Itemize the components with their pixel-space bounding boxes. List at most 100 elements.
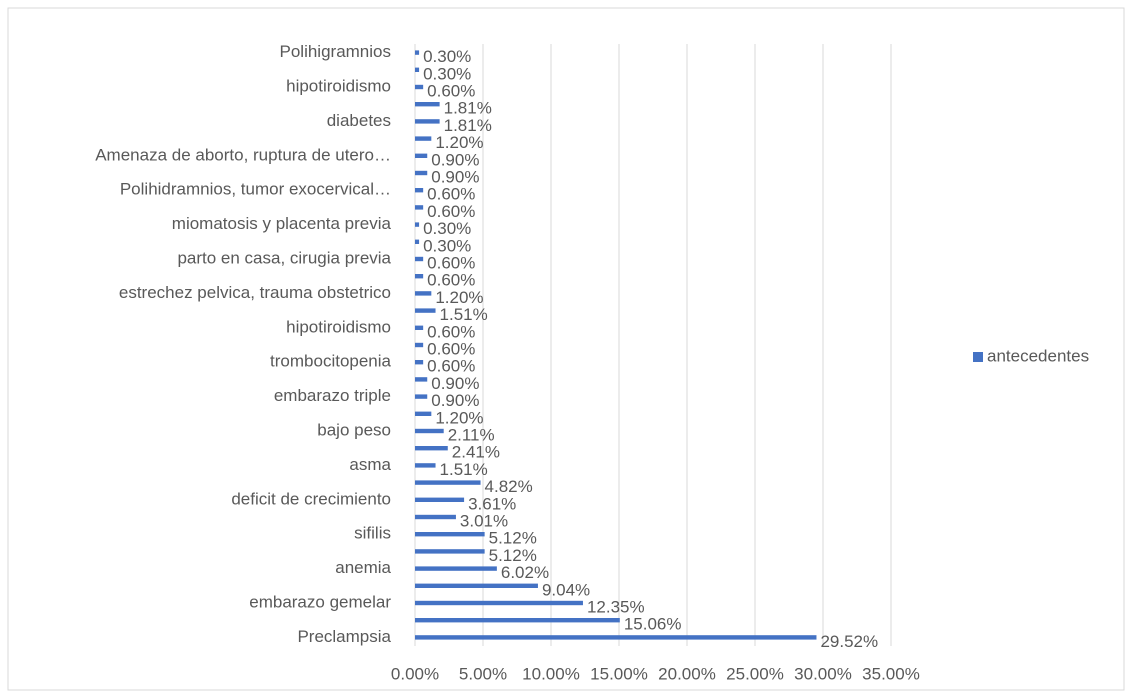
bar bbox=[415, 170, 428, 176]
bar bbox=[415, 50, 420, 55]
y-tick-label: bajo peso bbox=[317, 420, 391, 439]
y-tick-label: hipotiroidismo bbox=[286, 76, 391, 95]
x-tick-label: 35.00% bbox=[862, 664, 920, 683]
bar bbox=[415, 67, 420, 72]
bar bbox=[415, 446, 448, 451]
bar bbox=[415, 428, 444, 434]
value-label: 0.90% bbox=[431, 391, 479, 410]
bar bbox=[415, 274, 424, 279]
value-label: 1.20% bbox=[435, 133, 483, 152]
y-tick-label: Amenaza de aborto, ruptura de utero… bbox=[95, 145, 391, 164]
y-tick-label: asma bbox=[349, 455, 391, 474]
y-tick-label: Polihidramnios, tumor exocervical… bbox=[120, 180, 391, 199]
y-tick-label: hipotiroidismo bbox=[286, 317, 391, 336]
bar bbox=[415, 497, 465, 502]
value-label: 15.06% bbox=[624, 615, 682, 634]
value-label: 0.60% bbox=[427, 322, 475, 341]
y-tick-label: deficit de crecimiento bbox=[231, 489, 391, 508]
bar bbox=[415, 377, 428, 382]
x-tick-label: 5.00% bbox=[459, 664, 507, 683]
value-label: 1.20% bbox=[435, 408, 483, 427]
bar bbox=[415, 360, 424, 365]
y-tick-label: Polihigramnios bbox=[280, 42, 392, 61]
value-label: 0.60% bbox=[427, 253, 475, 272]
value-label: 1.51% bbox=[440, 460, 488, 479]
bar bbox=[415, 566, 497, 571]
bar bbox=[415, 532, 485, 537]
bar bbox=[415, 136, 432, 141]
value-label: 4.82% bbox=[485, 477, 533, 496]
bar bbox=[415, 205, 424, 210]
bar bbox=[415, 583, 538, 588]
value-label: 1.81% bbox=[444, 116, 492, 135]
value-label: 2.41% bbox=[452, 443, 500, 462]
bar bbox=[415, 394, 428, 399]
value-label: 0.90% bbox=[431, 374, 479, 393]
bar bbox=[415, 514, 456, 520]
x-tick-label: 20.00% bbox=[658, 664, 716, 683]
value-label: 1.20% bbox=[435, 288, 483, 307]
y-tick-label: embarazo gemelar bbox=[249, 592, 391, 611]
value-label: 0.60% bbox=[427, 271, 475, 290]
y-tick-label: Preclampsia bbox=[297, 627, 391, 646]
y-tick-label: embarazo triple bbox=[274, 386, 391, 405]
y-tick-label: estrechez pelvica, trauma obstetrico bbox=[119, 283, 391, 302]
x-tick-label: 10.00% bbox=[522, 664, 580, 683]
legend-swatch bbox=[973, 352, 983, 362]
value-label: 0.60% bbox=[427, 339, 475, 358]
bar bbox=[415, 308, 436, 313]
x-tick-label: 0.00% bbox=[391, 664, 439, 683]
value-label: 3.01% bbox=[460, 511, 508, 530]
value-label: 0.60% bbox=[427, 202, 475, 221]
y-tick-label: sifilis bbox=[354, 524, 391, 543]
value-label: 5.12% bbox=[489, 529, 537, 548]
chart-border bbox=[7, 7, 1125, 691]
value-label: 29.52% bbox=[820, 632, 878, 651]
value-label: 3.61% bbox=[468, 494, 516, 513]
y-tick-label: trombocitopenia bbox=[270, 352, 392, 371]
bar bbox=[415, 342, 424, 348]
value-label: 0.60% bbox=[427, 357, 475, 376]
x-tick-label: 30.00% bbox=[794, 664, 852, 683]
bar bbox=[415, 325, 424, 330]
bar bbox=[415, 291, 432, 296]
value-label: 0.60% bbox=[427, 81, 475, 100]
legend-label: antecedentes bbox=[987, 346, 1089, 365]
value-label: 0.30% bbox=[423, 236, 471, 255]
value-label: 0.30% bbox=[423, 219, 471, 238]
value-label: 1.81% bbox=[444, 99, 492, 118]
value-label: 12.35% bbox=[587, 597, 645, 616]
value-label: 5.12% bbox=[489, 546, 537, 565]
bar bbox=[415, 256, 424, 262]
bar bbox=[415, 635, 817, 640]
bar bbox=[415, 239, 420, 244]
bar bbox=[415, 463, 436, 468]
value-label: 6.02% bbox=[501, 563, 549, 582]
bar bbox=[415, 480, 481, 485]
bar bbox=[415, 618, 620, 623]
value-label: 0.30% bbox=[423, 64, 471, 83]
y-tick-label: parto en casa, cirugia previa bbox=[177, 248, 391, 267]
bar bbox=[415, 188, 424, 193]
y-tick-label: anemia bbox=[335, 558, 391, 577]
value-label: 9.04% bbox=[542, 580, 590, 599]
bar bbox=[415, 549, 485, 554]
bar bbox=[415, 119, 440, 124]
value-label: 0.90% bbox=[431, 150, 479, 169]
bar bbox=[415, 222, 420, 227]
x-tick-label: 15.00% bbox=[590, 664, 648, 683]
value-label: 1.51% bbox=[440, 305, 488, 324]
bar bbox=[415, 411, 432, 416]
value-label: 0.90% bbox=[431, 167, 479, 186]
bar bbox=[415, 102, 440, 107]
value-label: 0.30% bbox=[423, 47, 471, 66]
bar bbox=[415, 600, 583, 606]
y-tick-label: diabetes bbox=[327, 111, 391, 130]
bar bbox=[415, 84, 424, 90]
y-tick-label: miomatosis y placenta previa bbox=[172, 214, 392, 233]
value-label: 0.60% bbox=[427, 185, 475, 204]
value-label: 2.11% bbox=[448, 425, 495, 444]
bar bbox=[415, 153, 428, 158]
x-tick-label: 25.00% bbox=[726, 664, 784, 683]
